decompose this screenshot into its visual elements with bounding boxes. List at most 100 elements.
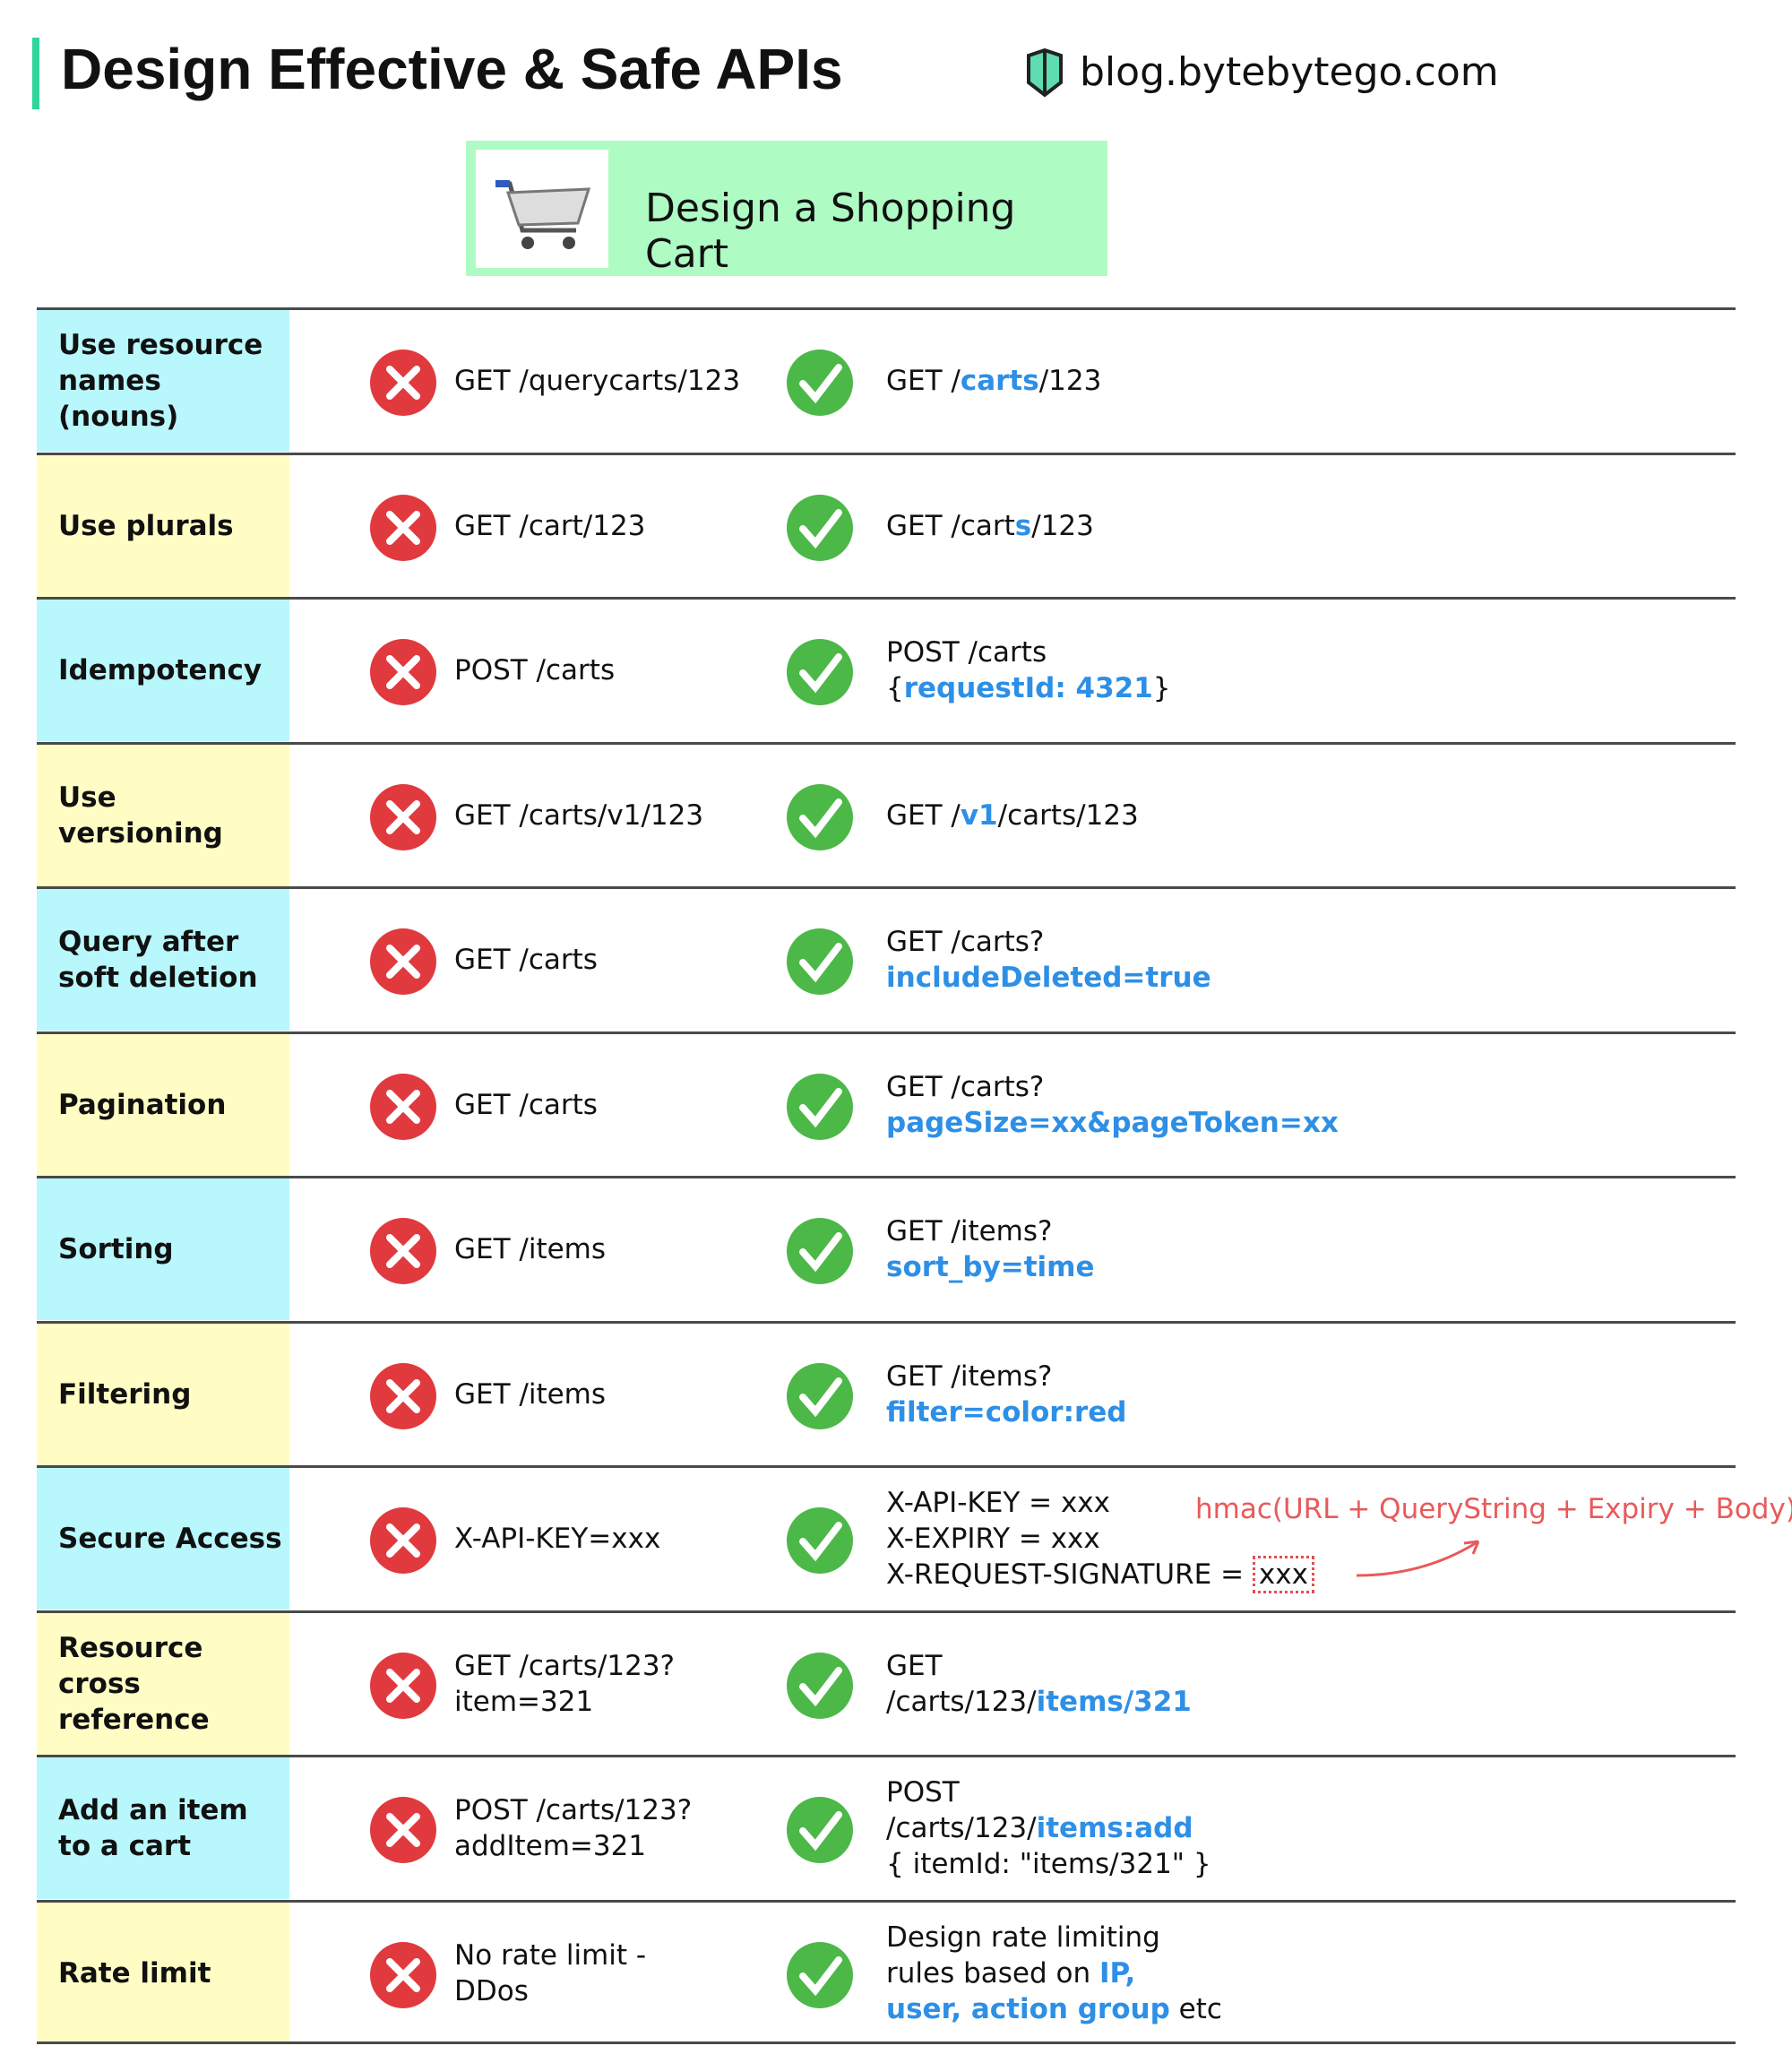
good-line: user, action group etc bbox=[886, 1991, 1222, 2027]
good-line: /carts/123/items:add bbox=[886, 1810, 1211, 1846]
label-line: Add an item bbox=[58, 1794, 248, 1826]
check-icon bbox=[785, 1072, 855, 1145]
title: Design Effective & Safe APIs bbox=[61, 37, 843, 101]
check-icon bbox=[785, 927, 855, 1000]
row-label: Idempotency bbox=[37, 600, 289, 741]
good-line: X-REQUEST-SIGNATURE = xxx bbox=[886, 1556, 1314, 1593]
row-label: Resource cross reference bbox=[37, 1612, 289, 1755]
row-label: Use versioning bbox=[37, 744, 289, 886]
good-text: GET /carts/123 bbox=[886, 455, 1094, 597]
good-line: GET /items? bbox=[886, 1213, 1095, 1249]
row-label: Use plurals bbox=[37, 454, 289, 597]
highlight-text: filter=color:red bbox=[886, 1395, 1127, 1429]
banner-title: Design a Shopping Cart bbox=[645, 186, 1016, 277]
highlight-text: v1 bbox=[960, 798, 998, 832]
row-label: Add an item to a cart bbox=[37, 1757, 289, 1899]
bad-line: item=321 bbox=[454, 1685, 594, 1718]
code-text: /123 bbox=[1038, 365, 1102, 397]
check-icon bbox=[785, 348, 855, 421]
cross-icon bbox=[368, 1361, 438, 1435]
highlight-text: user, action group bbox=[886, 1992, 1170, 2025]
row: Query after soft deletion GET /carts GET /c… bbox=[37, 886, 1736, 1031]
row-label: Secure Access bbox=[37, 1468, 289, 1610]
code-text: GET / bbox=[886, 798, 961, 832]
highlight-text: items/321 bbox=[1036, 1685, 1192, 1718]
label-line: Resource cross bbox=[58, 1631, 203, 1700]
good-line: POST /carts bbox=[886, 634, 1171, 670]
good-line: GET /v1/carts/123 bbox=[886, 798, 1139, 833]
code-text: POST bbox=[886, 1776, 960, 1808]
row: Use plurals GET /cart/123 GET /carts/123 bbox=[37, 452, 1736, 597]
bad-line: GET /cart/123 bbox=[454, 509, 646, 542]
bad-text: GET /querycarts/123 bbox=[454, 310, 740, 452]
row: Idempotency POST /carts POST /carts {reques… bbox=[37, 597, 1736, 741]
logo bbox=[1027, 47, 1063, 98]
label-line: names (nouns) bbox=[58, 365, 179, 433]
row-label: Filtering bbox=[37, 1323, 289, 1465]
label-line: reference bbox=[58, 1703, 210, 1736]
good-text: GET /items? filter=color:red bbox=[886, 1324, 1127, 1465]
bad-text: No rate limit - DDos bbox=[454, 1903, 646, 2044]
good-line: POST bbox=[886, 1774, 1211, 1810]
good-line: GET /items? bbox=[886, 1359, 1127, 1394]
row: Rate limit No rate limit - DDos Design rate… bbox=[37, 1899, 1736, 2044]
cross-icon bbox=[368, 1216, 438, 1290]
cross-icon bbox=[368, 782, 438, 856]
code-text: X-EXPIRY = xxx bbox=[886, 1523, 1100, 1555]
good-text: GET /v1/carts/123 bbox=[886, 745, 1139, 886]
highlight-text: pageSize=xx&pageToken=xx bbox=[886, 1106, 1339, 1139]
boxed-text: xxx bbox=[1252, 1556, 1314, 1593]
label-line: Filtering bbox=[58, 1377, 192, 1411]
bad-text: POST /carts bbox=[454, 600, 615, 741]
code-text: /123 bbox=[1031, 509, 1094, 542]
good-text: GET /items? sort_by=time bbox=[886, 1178, 1095, 1320]
bad-line: GET /carts bbox=[454, 1088, 598, 1121]
bad-line: GET /items bbox=[454, 1377, 607, 1411]
cross-icon bbox=[368, 1506, 438, 1579]
label-line: Sorting bbox=[58, 1233, 174, 1265]
bad-text: GET /carts bbox=[454, 889, 598, 1031]
good-line: Design rate limiting bbox=[886, 1920, 1222, 1955]
label-line: Pagination bbox=[58, 1088, 227, 1121]
row-label: Use resource names (nouns) bbox=[37, 310, 289, 452]
code-text: GET /carts? bbox=[886, 1070, 1045, 1103]
cross-icon bbox=[368, 1072, 438, 1145]
code-text: /carts/123/ bbox=[886, 1812, 1037, 1844]
label-line: Query after bbox=[58, 926, 239, 958]
cross-icon bbox=[368, 1940, 438, 2014]
code-text: POST /carts bbox=[886, 636, 1047, 669]
cross-icon bbox=[368, 1651, 438, 1724]
cart-icon-box bbox=[476, 150, 608, 268]
good-text: GET /carts/123 bbox=[886, 310, 1101, 452]
bad-line: No rate limit - bbox=[454, 1938, 647, 1972]
bad-line: POST /carts bbox=[454, 654, 616, 686]
check-icon bbox=[785, 782, 855, 856]
good-line: GET /carts/123 bbox=[886, 363, 1101, 399]
good-text: POST /carts {requestId: 4321} bbox=[886, 600, 1171, 741]
bad-line: DDos bbox=[454, 1974, 529, 2007]
code-text: GET /items? bbox=[886, 1215, 1053, 1247]
highlight-text: carts bbox=[960, 365, 1039, 397]
code-text: GET / bbox=[886, 365, 961, 397]
label-line: to a cart bbox=[58, 1830, 192, 1862]
site: blog.bytebytego.com bbox=[1080, 49, 1499, 95]
bad-text: GET /items bbox=[454, 1178, 606, 1320]
code-text: { itemId: "items/321" } bbox=[886, 1848, 1211, 1880]
accent-bar bbox=[32, 38, 39, 109]
cross-icon bbox=[368, 348, 438, 421]
row: Use versioning GET /carts/v1/123 GET /v1/c… bbox=[37, 741, 1736, 886]
good-line: pageSize=xx&pageToken=xx bbox=[886, 1105, 1339, 1141]
good-line: includeDeleted=true bbox=[886, 960, 1211, 996]
row-label: Sorting bbox=[37, 1178, 289, 1320]
label-line: Use versioning bbox=[58, 781, 223, 850]
annotation: hmac(URL + QueryString + Expiry + Body) bbox=[1195, 1493, 1792, 1525]
check-icon bbox=[785, 1795, 855, 1869]
bad-line: GET /items bbox=[454, 1233, 607, 1265]
good-text: X-API-KEY = xxx X-EXPIRY = xxx X-REQUEST-S… bbox=[886, 1468, 1314, 1610]
bad-line: GET /querycarts/123 bbox=[454, 365, 741, 397]
check-icon bbox=[785, 1216, 855, 1290]
good-text: POST/carts/123/items:add{ itemId: "items… bbox=[886, 1757, 1211, 1899]
bad-line: GET /carts/v1/123 bbox=[454, 798, 704, 832]
row: Filtering GET /items GET /items? filter=col… bbox=[37, 1320, 1736, 1465]
bad-text: GET /cart/123 bbox=[454, 455, 645, 597]
